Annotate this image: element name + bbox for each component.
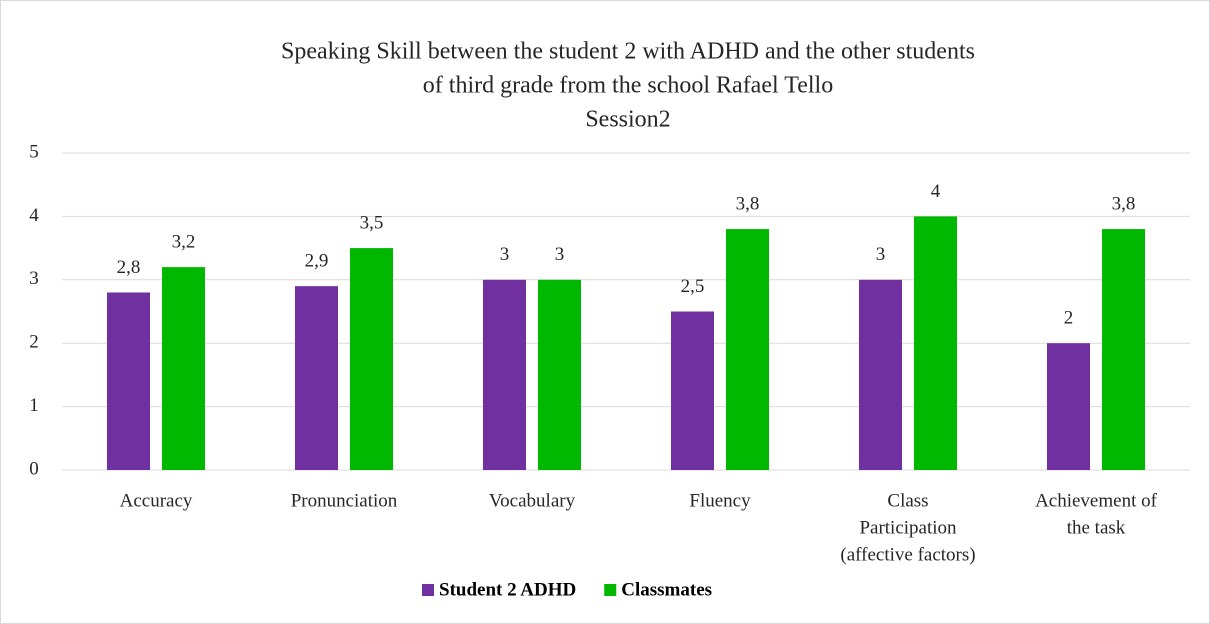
y-tick-label: 4 (29, 205, 39, 226)
bar (859, 279, 902, 470)
x-tick-label: Achievement of (1035, 490, 1158, 511)
bar (538, 279, 581, 470)
data-label: 2 (1064, 308, 1074, 329)
data-label: 4 (931, 181, 941, 202)
data-label: 3 (555, 244, 565, 265)
y-tick-label: 2 (29, 332, 39, 353)
data-label: 3 (876, 244, 886, 265)
data-label: 2,5 (681, 276, 705, 297)
chart-title: Speaking Skill between the student 2 wit… (281, 39, 975, 65)
bar (295, 286, 338, 470)
x-tick-label: Vocabulary (489, 490, 576, 511)
y-tick-label: 0 (29, 458, 39, 479)
bar (671, 311, 714, 470)
data-label: 3 (500, 244, 510, 265)
x-tick-label: Fluency (689, 490, 751, 511)
chart-title: of third grade from the school Rafael Te… (423, 73, 833, 99)
bar (483, 279, 526, 470)
legend-swatch (604, 584, 617, 596)
bar (107, 292, 150, 470)
x-tick-label: (affective factors) (840, 544, 975, 565)
bar (350, 248, 393, 470)
data-label: 2,8 (117, 257, 141, 278)
data-label: 3,5 (360, 212, 384, 233)
bar (914, 216, 957, 470)
legend-label: Classmates (621, 579, 712, 600)
y-tick-label: 5 (29, 141, 39, 162)
data-label: 2,9 (305, 250, 329, 271)
bar (162, 267, 205, 470)
x-tick-label: the task (1067, 517, 1126, 538)
bar (1047, 343, 1090, 470)
bar (1102, 229, 1145, 470)
chart-subtitle: Session2 (585, 107, 670, 133)
data-label: 3,8 (1112, 193, 1136, 214)
y-tick-label: 1 (29, 395, 39, 416)
x-tick-label: Participation (859, 517, 957, 538)
data-label: 3,8 (736, 193, 760, 214)
x-tick-label: Accuracy (120, 490, 193, 511)
legend-swatch (422, 584, 434, 596)
y-tick-label: 3 (29, 268, 39, 289)
legend-label: Student 2 ADHD (439, 579, 576, 600)
x-tick-label: Pronunciation (291, 490, 398, 511)
bar (726, 229, 769, 470)
x-tick-label: Class (887, 490, 928, 511)
data-label: 3,2 (172, 231, 196, 252)
